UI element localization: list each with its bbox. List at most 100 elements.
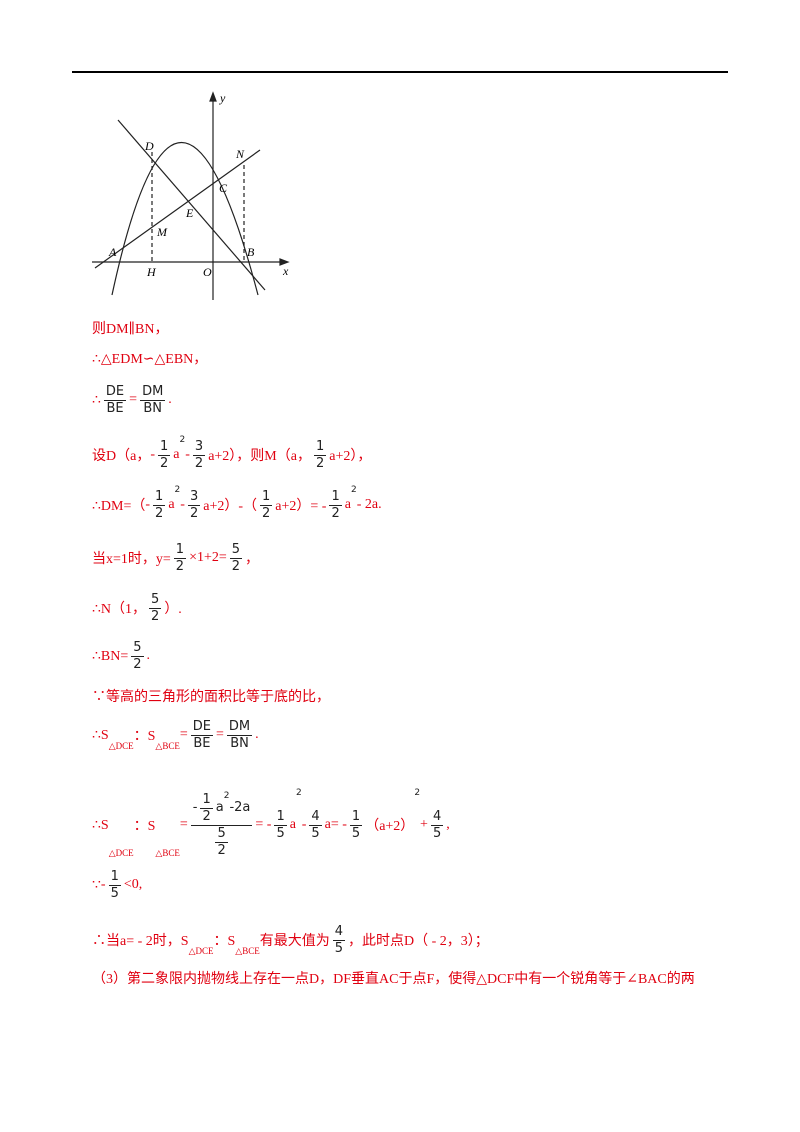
denominator: 5 — [352, 826, 360, 842]
text: a — [173, 447, 180, 462]
denominator: 2 — [316, 456, 324, 472]
fig-label: y — [219, 91, 226, 105]
subscript: △BCE — [155, 740, 180, 751]
text: - 2a. — [356, 497, 382, 512]
text: 5 — [276, 825, 285, 841]
solution-line: 当x=1时，y= 1 2 ×1+2= 5 2， — [92, 542, 259, 575]
solution-line: 则DM∥BN， — [92, 318, 168, 338]
numerator: 1 — [158, 438, 171, 456]
top-rule — [72, 71, 728, 73]
text: ×1+2= — [189, 550, 227, 565]
solution-line: ∴S △DCE ：S △BCE = -1 2 a 2 -2a 5 2 = -1 5 a 2-4 5 a= -1 5 （… — [92, 788, 450, 859]
text: = — [216, 727, 224, 742]
superscript: 2 — [174, 484, 181, 495]
fraction: DM BN — [140, 383, 166, 417]
text: 2 — [194, 455, 204, 471]
text: = — [129, 392, 138, 407]
denominator: BN — [230, 736, 249, 752]
text: 3 — [194, 438, 204, 454]
text: 2 — [133, 656, 142, 672]
text: a+2）= - — [275, 499, 327, 514]
superscript: 2 — [179, 434, 186, 445]
numerator: DM — [226, 719, 253, 736]
solution-line: ∴ DE BE = DM BN. — [92, 384, 172, 417]
text: . — [168, 392, 172, 407]
text: ， — [245, 552, 260, 567]
solution-line: （3）第二象限内抛物线上存在一点D，DF垂直AC于点F，使得△DCF中有一个锐角… — [92, 968, 695, 988]
text: 1 — [110, 868, 119, 884]
fig-label: M — [156, 225, 168, 239]
text: 1 — [202, 791, 211, 807]
numerator: 1 — [329, 488, 342, 506]
subscript: △DCE — [188, 945, 214, 956]
denominator: 2 — [217, 843, 225, 859]
subscript: △BCE — [155, 847, 180, 858]
text: a — [289, 817, 296, 832]
text: 5 — [217, 825, 226, 841]
text: a+2）-（ — [203, 499, 258, 514]
text: 2 — [262, 505, 271, 521]
text: 1 — [175, 541, 185, 557]
text: 2 — [202, 808, 211, 824]
text: 1 — [331, 488, 340, 504]
numerator: 4 — [332, 924, 345, 941]
text: ∴△EDM∽△EBN， — [92, 352, 208, 367]
text: 5 — [351, 825, 361, 841]
text: 1 — [351, 808, 361, 824]
numerator: 3 — [192, 438, 206, 456]
text: ∴BN= — [92, 648, 129, 664]
text: 则DM∥BN， — [92, 322, 169, 337]
numerator: -1 2 a 2 -2a — [190, 791, 253, 826]
denominator: 2 — [155, 506, 163, 522]
solution-line: ∴BN= 5 2. — [92, 640, 150, 673]
text: a+2），则M（a， — [208, 449, 311, 464]
figure: y D N C E M A B H O x — [92, 91, 290, 300]
text: 5 — [311, 825, 320, 841]
text: 2 — [160, 455, 169, 471]
denominator: BE — [193, 736, 210, 752]
text: 5 — [133, 639, 142, 655]
text: -2a — [229, 800, 251, 815]
text: a+2）， — [329, 449, 372, 464]
subscript: △DCE — [108, 740, 134, 751]
text: , — [446, 817, 450, 832]
text: DE — [192, 718, 211, 734]
numerator: 5 — [229, 542, 243, 559]
subscript: △BCE — [235, 945, 260, 956]
text: 1 — [315, 438, 325, 454]
denominator: 2 — [176, 559, 184, 575]
text: 1 — [160, 438, 169, 454]
denominator: 2 — [151, 609, 159, 625]
superscript: 2 — [295, 787, 302, 798]
denominator: 5 — [433, 826, 441, 842]
denominator: 2 — [232, 559, 240, 575]
denominator: BN — [143, 401, 162, 417]
numerator: 1 — [200, 791, 213, 809]
fig-label: H — [146, 265, 157, 279]
numerator: 3 — [187, 489, 201, 506]
text: 2 — [315, 455, 325, 471]
numerator: DE — [190, 718, 213, 736]
text: 1 — [276, 808, 285, 824]
numerator: DM — [140, 383, 166, 401]
text: 4 — [311, 808, 320, 824]
text: - — [145, 497, 151, 512]
fig-label: N — [235, 147, 245, 161]
solution-line: ∴N（1， 5 2）. — [92, 592, 182, 625]
text: ∵ — [92, 877, 101, 893]
numerator: 1 — [274, 808, 287, 826]
numerator: 5 — [131, 639, 144, 657]
text: DM — [142, 383, 164, 399]
text: BE — [106, 400, 124, 416]
text: - — [100, 877, 106, 892]
subscript: △DCE — [108, 847, 134, 858]
